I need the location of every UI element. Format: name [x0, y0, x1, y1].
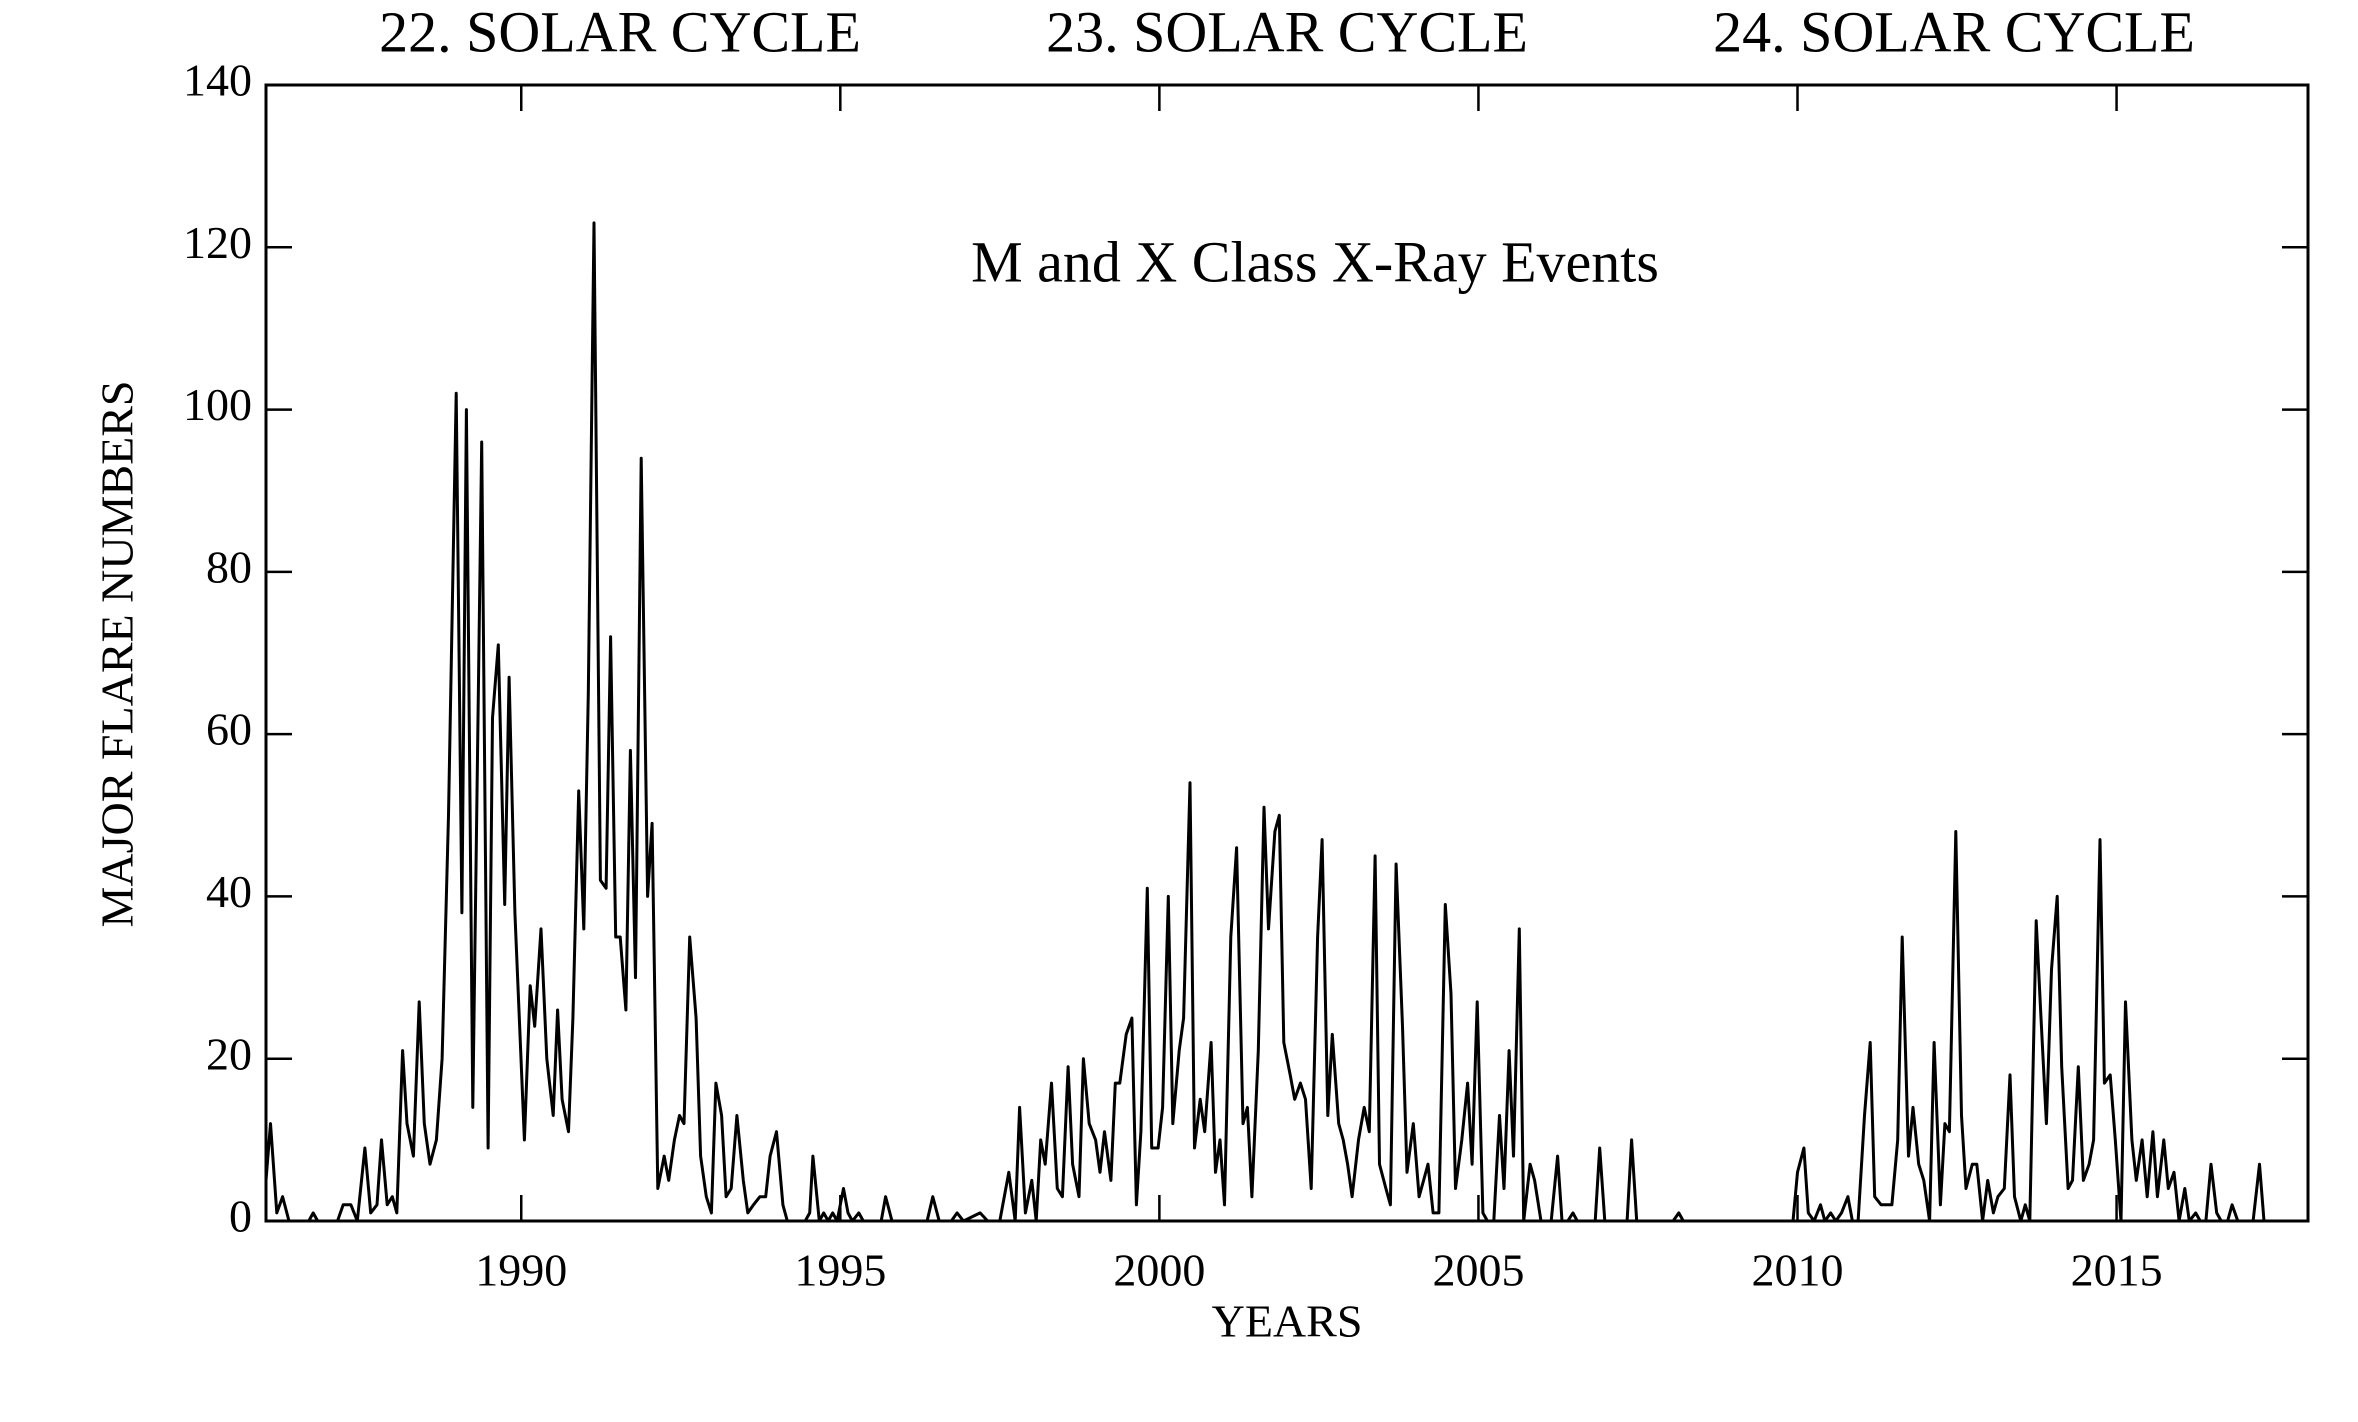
- x-tick-label: 2005: [1432, 1245, 1524, 1296]
- y-tick-label: 100: [183, 379, 252, 430]
- cycle-label: 24. SOLAR CYCLE: [1713, 0, 2195, 64]
- y-tick-label: 140: [183, 55, 252, 106]
- x-tick-label: 2010: [1752, 1245, 1844, 1296]
- y-tick-label: 80: [206, 541, 252, 592]
- y-tick-label: 20: [206, 1028, 252, 1079]
- x-tick-label: 1995: [794, 1245, 886, 1296]
- x-tick-label: 1990: [475, 1245, 567, 1296]
- x-axis-label: YEARS: [1212, 1296, 1363, 1347]
- y-tick-label: 60: [206, 704, 252, 755]
- x-tick-label: 2000: [1113, 1245, 1205, 1296]
- y-tick-label: 40: [206, 866, 252, 917]
- plot-frame: [264, 83, 2310, 1223]
- y-axis-label: MAJOR FLARE NUMBERS: [92, 381, 143, 928]
- cycle-label: 22. SOLAR CYCLE: [379, 0, 861, 64]
- data-line: [264, 221, 2266, 1223]
- x-tick-label: 2015: [2071, 1245, 2163, 1296]
- cycle-label: 23. SOLAR CYCLE: [1046, 0, 1528, 64]
- y-tick-label: 0: [229, 1191, 252, 1242]
- y-tick-label: 120: [183, 217, 252, 268]
- annotation: M and X Class X-Ray Events: [971, 229, 1659, 294]
